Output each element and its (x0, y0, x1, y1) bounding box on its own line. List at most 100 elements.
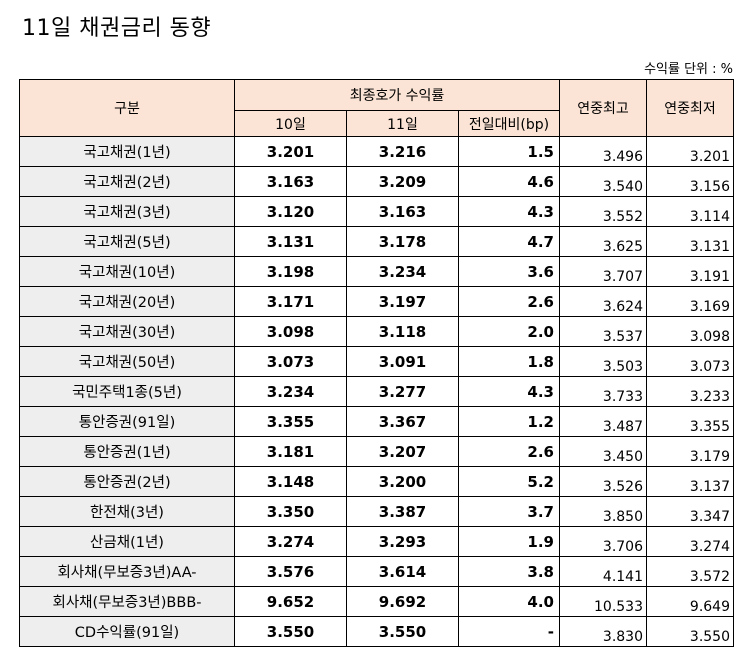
change-bp-cell: 3.8 (458, 556, 560, 587)
yield-day10-cell: 3.350 (234, 496, 347, 527)
yield-day11-cell: 3.216 (346, 136, 459, 167)
yield-day10-cell: 3.131 (234, 226, 347, 257)
year-high-cell: 3.450 (559, 436, 647, 467)
change-bp-cell: 1.8 (458, 346, 560, 377)
yield-day11-cell: 3.387 (346, 496, 459, 527)
header-change: 전일대비(bp) (458, 110, 560, 137)
yield-day11-cell: 3.293 (346, 526, 459, 557)
year-low-cell: 3.274 (646, 526, 734, 557)
year-high-cell: 10.533 (559, 586, 647, 617)
yield-day10-cell: 3.576 (234, 556, 347, 587)
year-low-cell: 3.550 (646, 616, 734, 647)
year-low-cell: 3.355 (646, 406, 734, 437)
row-name-cell: 국민주택1종(5년) (19, 376, 235, 407)
year-high-cell: 3.487 (559, 406, 647, 437)
yield-day11-cell: 3.207 (346, 436, 459, 467)
yield-day11-cell: 3.234 (346, 256, 459, 287)
table-row: 한전채(3년) 3.350 3.387 3.7 3.850 3.347 (19, 496, 734, 527)
yield-day10-cell: 9.652 (234, 586, 347, 617)
year-high-cell: 3.850 (559, 496, 647, 527)
yield-day10-cell: 3.073 (234, 346, 347, 377)
header-category: 구분 (19, 79, 235, 137)
year-low-cell: 3.179 (646, 436, 734, 467)
row-name-cell: 국고채권(20년) (19, 286, 235, 317)
year-low-cell: 3.114 (646, 196, 734, 227)
row-name-cell: 한전채(3년) (19, 496, 235, 527)
yield-day11-cell: 3.367 (346, 406, 459, 437)
row-name-cell: 통안증권(1년) (19, 436, 235, 467)
year-high-cell: 3.625 (559, 226, 647, 257)
yield-day10-cell: 3.201 (234, 136, 347, 167)
change-bp-cell: 4.3 (458, 376, 560, 407)
table-row: 국고채권(3년) 3.120 3.163 4.3 3.552 3.114 (19, 196, 734, 227)
change-bp-cell: 5.2 (458, 466, 560, 497)
yield-day11-cell: 3.197 (346, 286, 459, 317)
change-bp-cell: 4.0 (458, 586, 560, 617)
year-low-cell: 3.137 (646, 466, 734, 497)
year-high-cell: 3.624 (559, 286, 647, 317)
year-low-cell: 3.233 (646, 376, 734, 407)
change-bp-cell: 2.6 (458, 286, 560, 317)
yield-day11-cell: 3.178 (346, 226, 459, 257)
row-name-cell: 국고채권(5년) (19, 226, 235, 257)
yield-day11-cell: 3.614 (346, 556, 459, 587)
row-name-cell: 국고채권(2년) (19, 166, 235, 197)
table-row: 국민주택1종(5년) 3.234 3.277 4.3 3.733 3.233 (19, 376, 734, 407)
yield-day10-cell: 3.198 (234, 256, 347, 287)
year-high-cell: 3.733 (559, 376, 647, 407)
unit-label: 수익률 단위 : % (644, 62, 733, 77)
yield-day11-cell: 3.550 (346, 616, 459, 647)
table-row: 통안증권(91일) 3.355 3.367 1.2 3.487 3.355 (19, 406, 734, 437)
yield-day11-cell: 9.692 (346, 586, 459, 617)
yield-day11-cell: 3.118 (346, 316, 459, 347)
change-bp-cell: 4.3 (458, 196, 560, 227)
row-name-cell: 국고채권(50년) (19, 346, 235, 377)
change-bp-cell: 1.5 (458, 136, 560, 167)
row-name-cell: 산금채(1년) (19, 526, 235, 557)
row-name-cell: 통안증권(91일) (19, 406, 235, 437)
yield-day11-cell: 3.209 (346, 166, 459, 197)
change-bp-cell: 3.6 (458, 256, 560, 287)
year-high-cell: 3.526 (559, 466, 647, 497)
yield-day11-cell: 3.091 (346, 346, 459, 377)
year-high-cell: 3.707 (559, 256, 647, 287)
year-low-cell: 3.201 (646, 136, 734, 167)
header-final-yield: 최종호가 수익률 (234, 79, 560, 111)
header-day10: 10일 (234, 110, 347, 137)
row-name-cell: 회사채(무보증3년)BBB- (19, 586, 235, 617)
year-high-cell: 3.537 (559, 316, 647, 347)
row-name-cell: 국고채권(1년) (19, 136, 235, 167)
year-low-cell: 3.572 (646, 556, 734, 587)
year-low-cell: 3.073 (646, 346, 734, 377)
bond-yield-table: 구분 최종호가 수익률 연중최고 연중최저 10일 11일 전일대비(bp) 국… (19, 79, 734, 647)
yield-day10-cell: 3.274 (234, 526, 347, 557)
yield-day10-cell: 3.163 (234, 166, 347, 197)
row-name-cell: 회사채(무보증3년)AA- (19, 556, 235, 587)
yield-day10-cell: 3.171 (234, 286, 347, 317)
year-high-cell: 3.503 (559, 346, 647, 377)
yield-day10-cell: 3.181 (234, 436, 347, 467)
row-name-cell: CD수익률(91일) (19, 616, 235, 647)
header-year-high: 연중최고 (559, 79, 647, 137)
year-low-cell: 3.131 (646, 226, 734, 257)
table-row: 국고채권(5년) 3.131 3.178 4.7 3.625 3.131 (19, 226, 734, 257)
change-bp-cell: 2.0 (458, 316, 560, 347)
year-low-cell: 3.156 (646, 166, 734, 197)
table-row: 산금채(1년) 3.274 3.293 1.9 3.706 3.274 (19, 526, 734, 557)
table-row: 국고채권(10년) 3.198 3.234 3.6 3.707 3.191 (19, 256, 734, 287)
change-bp-cell: 4.6 (458, 166, 560, 197)
yield-day11-cell: 3.200 (346, 466, 459, 497)
year-low-cell: 3.191 (646, 256, 734, 287)
table-row: 국고채권(2년) 3.163 3.209 4.6 3.540 3.156 (19, 166, 734, 197)
table-row: 국고채권(50년) 3.073 3.091 1.8 3.503 3.073 (19, 346, 734, 377)
page-title: 11일 채권금리 동향 (22, 16, 212, 41)
yield-day10-cell: 3.098 (234, 316, 347, 347)
row-name-cell: 국고채권(30년) (19, 316, 235, 347)
table-row: 국고채권(1년) 3.201 3.216 1.5 3.496 3.201 (19, 136, 734, 167)
change-bp-cell: 4.7 (458, 226, 560, 257)
yield-day10-cell: 3.120 (234, 196, 347, 227)
change-bp-cell: 3.7 (458, 496, 560, 527)
change-bp-cell: - (458, 616, 560, 647)
table-row: 국고채권(30년) 3.098 3.118 2.0 3.537 3.098 (19, 316, 734, 347)
yield-day10-cell: 3.355 (234, 406, 347, 437)
